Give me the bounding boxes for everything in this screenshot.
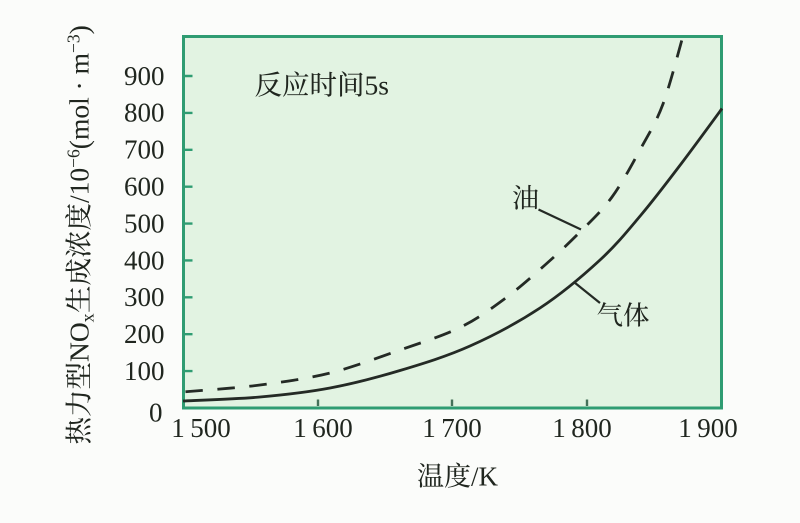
svg-text:−3: −3 [64,34,84,53]
svg-text:): ) [64,25,95,34]
svg-text:1 800: 1 800 [552,413,611,443]
svg-text:900: 900 [124,61,165,91]
svg-text:400: 400 [124,245,165,275]
svg-text:300: 300 [124,282,165,312]
svg-text:−6: −6 [64,149,84,168]
svg-text:5s: 5s [365,70,389,101]
svg-text:1 500: 1 500 [171,413,230,443]
svg-text:500: 500 [124,208,165,238]
svg-text:m: m [64,53,95,74]
svg-text:/10: /10 [64,168,95,203]
svg-text:NO: NO [64,322,95,362]
svg-text:1 900: 1 900 [678,413,737,443]
svg-text:1 700: 1 700 [422,413,481,443]
svg-text:x: x [78,313,98,322]
svg-text:600: 600 [124,172,165,202]
svg-text:100: 100 [124,356,165,386]
svg-text:0: 0 [149,398,163,428]
svg-text:1 600: 1 600 [293,413,352,443]
svg-text:800: 800 [124,98,165,128]
svg-text:/K: /K [471,462,499,492]
svg-text:(mol: (mol [64,97,95,149]
svg-text:700: 700 [124,135,165,165]
svg-text:200: 200 [124,319,165,349]
svg-text:·: · [64,74,95,97]
